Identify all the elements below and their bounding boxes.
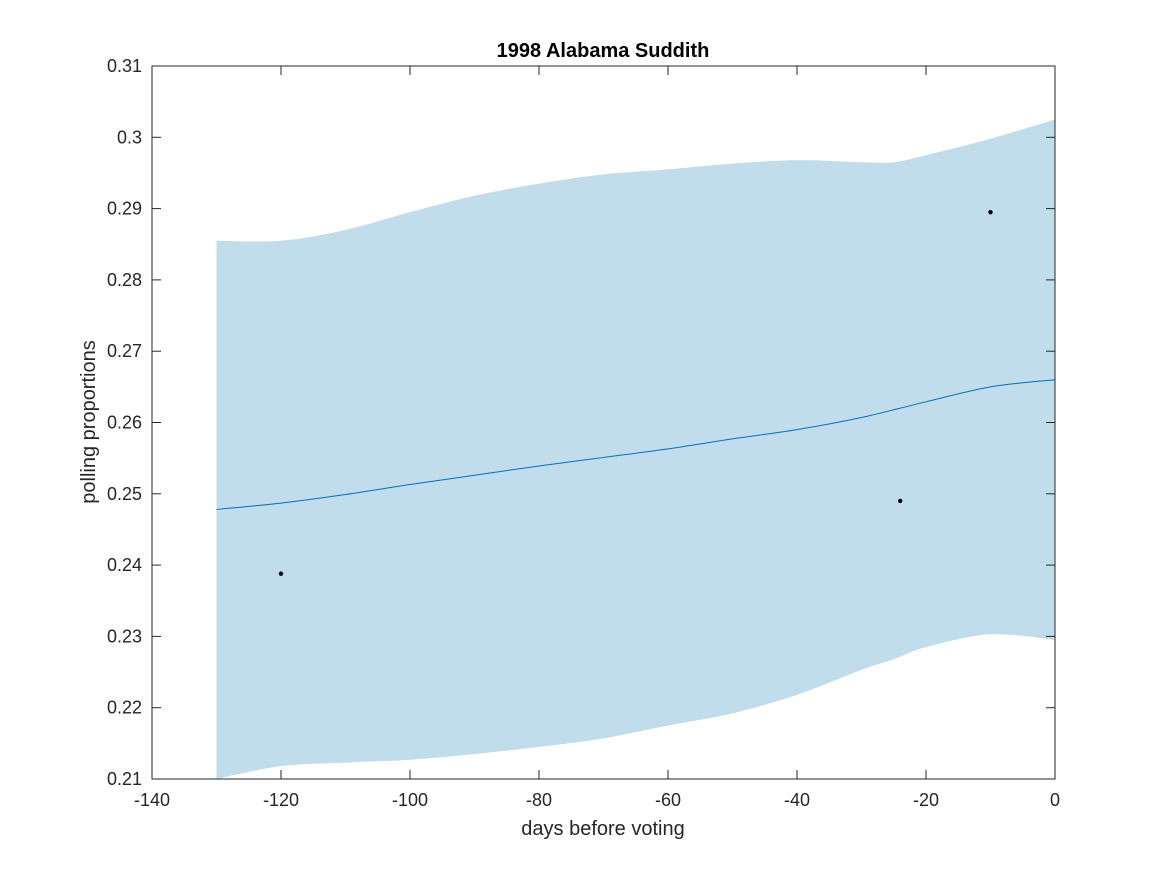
chart-title: 1998 Alabama Suddith (497, 40, 710, 62)
x-tick-label: 0 (1050, 790, 1060, 810)
y-tick-label: 0.25 (107, 484, 142, 504)
y-tick-label: 0.21 (107, 769, 142, 789)
y-axis: 0.21 0.22 0.23 0.24 0.25 0.26 0.27 0.28 0.29 0.3 0… (107, 56, 1055, 789)
y-tick-label: 0.28 (107, 270, 142, 290)
x-tick-label: -80 (526, 790, 552, 810)
y-tick-label: 0.3 (117, 127, 142, 147)
x-tick-label: -120 (263, 790, 299, 810)
y-tick-label: 0.23 (107, 626, 142, 646)
x-tick-label: -60 (655, 790, 681, 810)
x-tick-label: -40 (784, 790, 810, 810)
confidence-band (216, 119, 1055, 780)
y-tick-label: 0.24 (107, 555, 142, 575)
y-axis-label: polling proportions (78, 340, 100, 503)
x-axis: -140 -120 -100 -80 -60 -40 -20 0 (134, 66, 1060, 810)
data-point (988, 209, 993, 215)
y-tick-label: 0.31 (107, 56, 142, 76)
x-tick-label: -140 (134, 790, 170, 810)
data-point (898, 498, 903, 504)
data-point (278, 571, 284, 576)
plot-area (216, 119, 1056, 780)
y-tick-label: 0.29 (107, 199, 142, 219)
x-axis-label: days before voting (521, 818, 684, 840)
y-tick-label: 0.26 (107, 413, 142, 433)
data-points (278, 209, 993, 576)
x-tick-label: -20 (913, 790, 939, 810)
y-tick-label: 0.27 (107, 341, 142, 361)
y-tick-label: 0.22 (107, 698, 142, 718)
mean-line (216, 379, 1056, 510)
x-tick-label: -100 (392, 790, 428, 810)
